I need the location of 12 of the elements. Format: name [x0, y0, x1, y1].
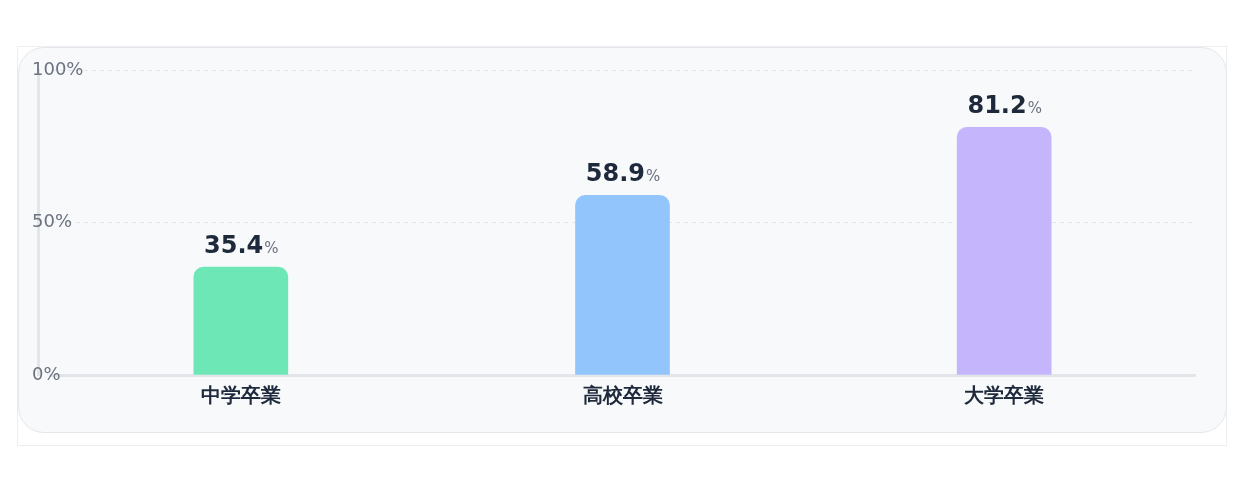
- data-label: 35.4%: [204, 231, 279, 260]
- bar: [193, 266, 289, 375]
- y-tick-label: 50%: [32, 210, 73, 232]
- x-tick-label: 中学卒業: [200, 383, 281, 408]
- x-tick-label: 大学卒業: [964, 383, 1045, 408]
- bar: [575, 195, 670, 375]
- y-tick-label: 100%: [32, 57, 84, 79]
- y-tick-label: 0%: [32, 362, 61, 384]
- data-label: 58.9%: [585, 159, 661, 188]
- x-tick-label: 高校卒業: [582, 383, 663, 408]
- bar: [956, 127, 1052, 375]
- data-label: 81.2%: [967, 91, 1042, 120]
